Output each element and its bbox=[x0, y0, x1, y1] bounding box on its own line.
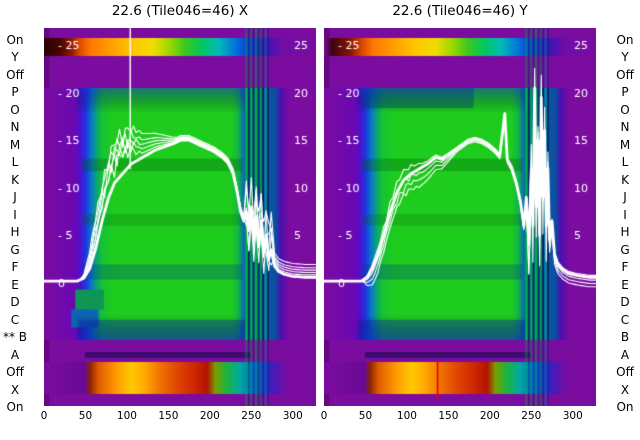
row-label: On bbox=[616, 33, 634, 47]
row-label: F bbox=[11, 260, 19, 275]
row-label: O bbox=[620, 102, 630, 117]
row-label: L bbox=[11, 155, 19, 170]
row-label: ** B bbox=[2, 330, 28, 345]
left-plot-title: 22.6 (Tile046=46) X bbox=[111, 3, 249, 19]
row-label: O bbox=[10, 102, 20, 117]
row-label: C bbox=[620, 312, 630, 327]
right-plot-title: 22.6 (Tile046=46) Y bbox=[392, 3, 528, 19]
row-label: D bbox=[10, 295, 20, 310]
row-label: J bbox=[13, 190, 17, 205]
x-tick-label: 250 bbox=[241, 410, 262, 422]
row-label: K bbox=[11, 172, 19, 187]
right-heatmap-canvas bbox=[324, 28, 596, 406]
row-label: X bbox=[620, 382, 630, 397]
row-label: Off bbox=[616, 365, 634, 380]
row-label: X bbox=[10, 382, 20, 397]
x-tick-label: 150 bbox=[438, 410, 459, 422]
x-tick-label: 150 bbox=[158, 410, 179, 422]
row-label: P bbox=[621, 85, 629, 100]
x-tick-label: 0 bbox=[40, 410, 48, 422]
row-label: On bbox=[616, 400, 634, 415]
row-label: P bbox=[11, 85, 19, 100]
row-label: M bbox=[619, 137, 631, 152]
row-label: N bbox=[620, 120, 630, 135]
x-tick-label: 200 bbox=[199, 410, 220, 422]
row-label: On bbox=[6, 33, 24, 47]
row-label: I bbox=[623, 207, 627, 222]
row-label: G bbox=[620, 242, 630, 257]
row-label: B bbox=[620, 330, 630, 345]
row-label: G bbox=[10, 242, 20, 257]
row-label: Y bbox=[11, 50, 19, 65]
row-label: Off bbox=[6, 365, 24, 380]
x-tick-label: 100 bbox=[396, 410, 417, 422]
row-label: K bbox=[621, 172, 629, 187]
row-label: Off bbox=[616, 67, 634, 82]
row-label: N bbox=[10, 120, 20, 135]
row-label: M bbox=[9, 137, 21, 152]
x-tick-label: 50 bbox=[358, 410, 373, 422]
x-tick-label: 300 bbox=[282, 410, 303, 422]
row-label: H bbox=[620, 225, 630, 240]
row-label: H bbox=[10, 225, 20, 240]
row-label: E bbox=[621, 277, 629, 292]
row-label: C bbox=[10, 312, 20, 327]
row-label: Off bbox=[6, 67, 24, 82]
row-label: A bbox=[620, 347, 630, 362]
row-label: On bbox=[6, 400, 24, 415]
x-tick-label: 0 bbox=[320, 410, 328, 422]
left-heatmap-canvas bbox=[44, 28, 316, 406]
row-label: I bbox=[13, 207, 17, 222]
x-tick-label: 50 bbox=[78, 410, 93, 422]
row-label: L bbox=[621, 155, 629, 170]
x-tick-label: 200 bbox=[479, 410, 500, 422]
row-label: F bbox=[621, 260, 629, 275]
x-tick-label: 300 bbox=[562, 410, 583, 422]
x-tick-label: 100 bbox=[116, 410, 137, 422]
x-tick-label: 250 bbox=[521, 410, 542, 422]
row-label: Y bbox=[621, 50, 629, 65]
row-label: D bbox=[620, 295, 630, 310]
row-label: A bbox=[10, 347, 20, 362]
row-label: J bbox=[623, 190, 627, 205]
row-label: E bbox=[11, 277, 19, 292]
